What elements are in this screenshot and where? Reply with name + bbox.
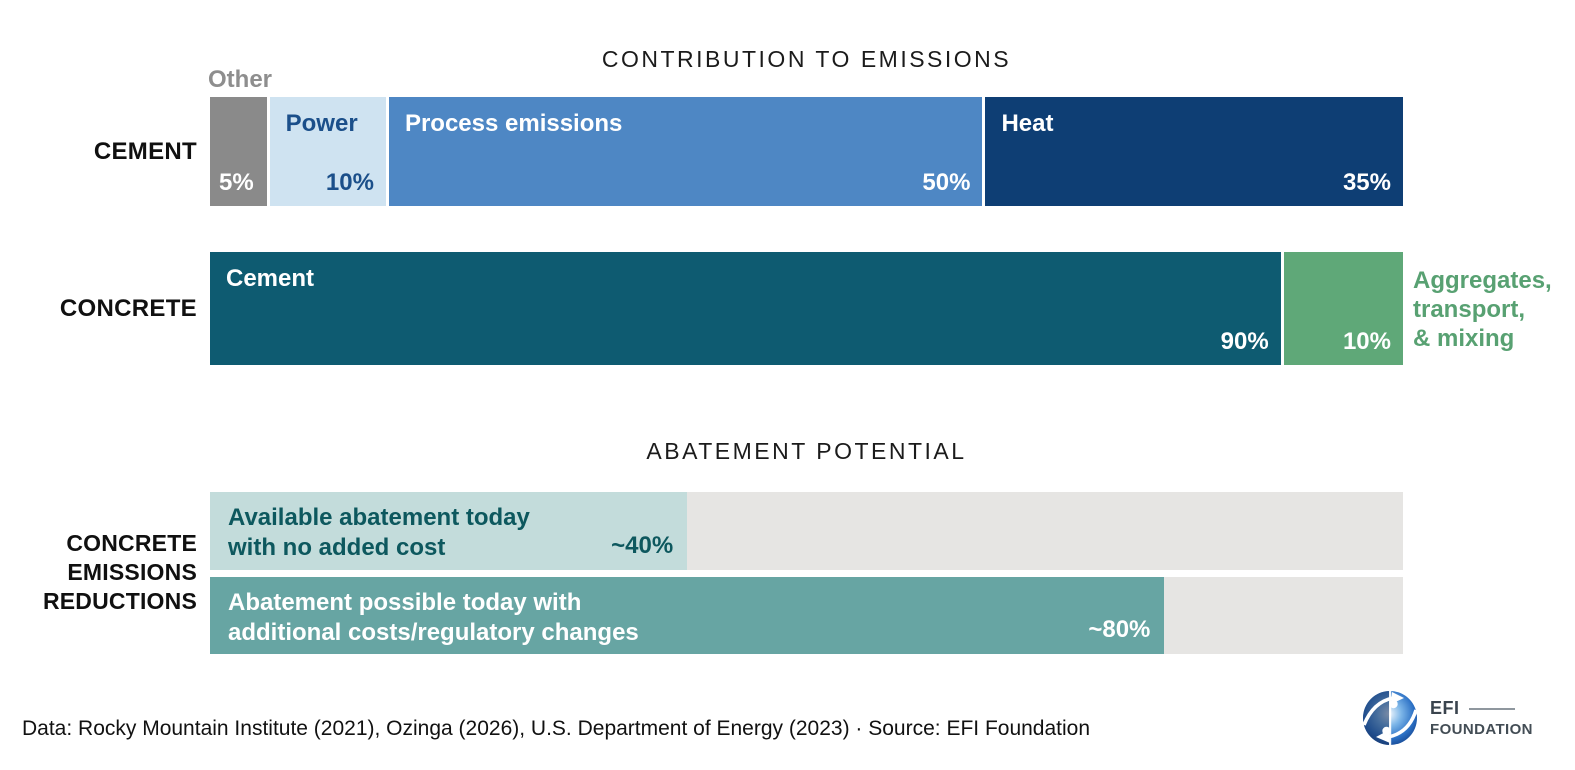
data-attribution: Data: Rocky Mountain Institute (2021), O… <box>22 717 1091 740</box>
segment-heat: Heat 35% <box>985 97 1403 206</box>
abatement-with-cost-track: Abatement possible today with additional… <box>210 577 1403 654</box>
segment-heat-label: Heat <box>1001 110 1054 137</box>
segment-cement-label: Cement <box>226 265 315 292</box>
abatement-with-cost-value: ~80% <box>1088 616 1151 643</box>
logo-org-subname: FOUNDATION <box>1430 721 1533 738</box>
segment-power-label: Power <box>285 110 358 137</box>
row-label-cement: CEMENT <box>93 137 197 165</box>
segment-cement-value: 90% <box>1220 328 1269 355</box>
row-label-concrete: CONCRETE <box>59 294 197 322</box>
segment-cement: Cement 90% <box>210 252 1284 365</box>
abatement-with-cost-fill: Abatement possible today with additional… <box>210 577 1165 654</box>
segment-other-value: 5% <box>219 169 254 196</box>
cement-emissions-bar: 5% Power 10% Process emissions 50% Heat … <box>210 97 1403 206</box>
logo-divider-line <box>1468 707 1515 710</box>
segment-aggregates-value: 10% <box>1342 328 1391 355</box>
row-label-concrete-emissions-reductions: CONCRETE EMISSIONS REDUCTIONS <box>42 530 197 614</box>
segment-heat-value: 35% <box>1342 169 1391 196</box>
segment-other: 5% <box>210 97 270 206</box>
abatement-no-cost-value: ~40% <box>611 532 674 559</box>
aggregates-outside-label: Aggregates, transport, & mixing <box>1413 267 1552 352</box>
abatement-with-cost-label: Abatement possible today with additional… <box>228 589 639 646</box>
segment-process-emissions-value: 50% <box>922 169 971 196</box>
segment-aggregates: 10% <box>1283 252 1403 365</box>
logo-org-name: EFI <box>1430 698 1460 718</box>
abatement-no-cost-label: Available abatement today with no added … <box>228 504 530 561</box>
efi-foundation-logo: EFI FOUNDATION <box>1360 688 1533 748</box>
efi-globe-icon <box>1362 691 1418 745</box>
emissions-section-title: CONTRIBUTION TO EMISSIONS <box>601 46 1012 72</box>
abatement-no-cost-fill: Available abatement today with no added … <box>210 492 688 570</box>
efi-logo-text: EFI FOUNDATION <box>1430 698 1533 738</box>
other-segment-outside-label: Other <box>208 66 273 93</box>
segment-process-emissions: Process emissions 50% <box>388 97 986 206</box>
segment-power: Power 10% <box>269 97 389 206</box>
abatement-no-cost-track: Available abatement today with no added … <box>210 492 1403 570</box>
concrete-emissions-bar: Cement 90% 10% <box>210 252 1403 365</box>
segment-process-emissions-label: Process emissions <box>404 110 623 137</box>
segment-power-value: 10% <box>325 169 374 196</box>
abatement-section-title: ABATEMENT POTENTIAL <box>646 438 967 464</box>
